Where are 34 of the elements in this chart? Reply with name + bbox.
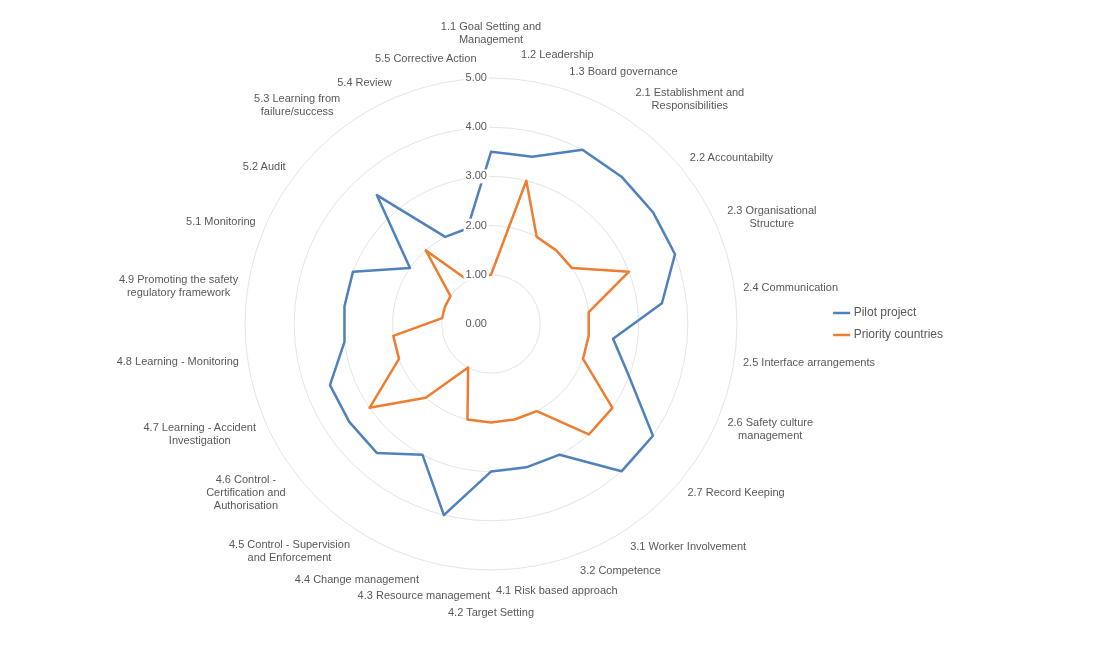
spoke-label: 4.9 Promoting the safety regulatory framework xyxy=(118,272,239,298)
spoke-label: 2.7 Record Keeping xyxy=(687,486,785,499)
spoke-label: 2.3 Organisational Structure xyxy=(727,204,817,230)
spoke-label: 5.1 Monitoring xyxy=(186,214,256,227)
spoke-label: 4.8 Learning - Monitoring xyxy=(116,355,239,368)
y-tick-label: 5.00 xyxy=(465,71,487,84)
spoke-label: 2.4 Communication xyxy=(743,280,839,293)
spoke-label: 5.3 Learning from failure/success xyxy=(254,91,341,117)
spoke-label: 2.1 Establishment and Responsibilities xyxy=(635,86,745,112)
spoke-label: 4.6 Control - Certification and Authorisation xyxy=(206,473,286,512)
spoke-label: 4.1 Risk based approach xyxy=(495,583,618,596)
spoke-label: 3.2 Competence xyxy=(580,563,661,576)
spoke-label: 2.5 Interface arrangements xyxy=(742,355,876,368)
spoke-label: 5.4 Review xyxy=(337,75,392,88)
spoke-label: 1.2 Leadership xyxy=(520,48,594,61)
spoke-label: 2.2 Accountabilty xyxy=(689,151,774,164)
y-tick-label: 4.00 xyxy=(465,120,487,133)
spoke-label: 5.5 Corrective Action xyxy=(375,52,477,65)
spoke-label: 1.3 Board governance xyxy=(569,64,678,77)
y-tick-label: 0.00 xyxy=(465,317,487,330)
y-tick-label: 1.00 xyxy=(465,267,487,280)
spoke-label: 1.1 Goal Setting and Management xyxy=(440,19,542,45)
spoke-label: 3.1 Worker Involvement xyxy=(630,539,747,552)
legend-label: Pilot project xyxy=(853,305,917,320)
spoke-label: 5.2 Audit xyxy=(242,160,286,173)
spoke-label: 4.7 Learning - Accident Investigation xyxy=(143,420,257,446)
spoke-label: 4.4 Change management xyxy=(294,572,419,585)
spoke-label: 2.6 Safety culture management xyxy=(727,416,814,442)
y-tick-label: 3.00 xyxy=(465,169,487,182)
spoke-label: 4.3 Resource management xyxy=(357,589,491,602)
spoke-label: 4.5 Control - Supervision and Enforcement xyxy=(228,537,351,563)
legend-label: Priority countries xyxy=(853,327,944,342)
y-tick-label: 2.00 xyxy=(465,218,487,231)
spoke-label: 4.2 Target Setting xyxy=(447,605,535,618)
